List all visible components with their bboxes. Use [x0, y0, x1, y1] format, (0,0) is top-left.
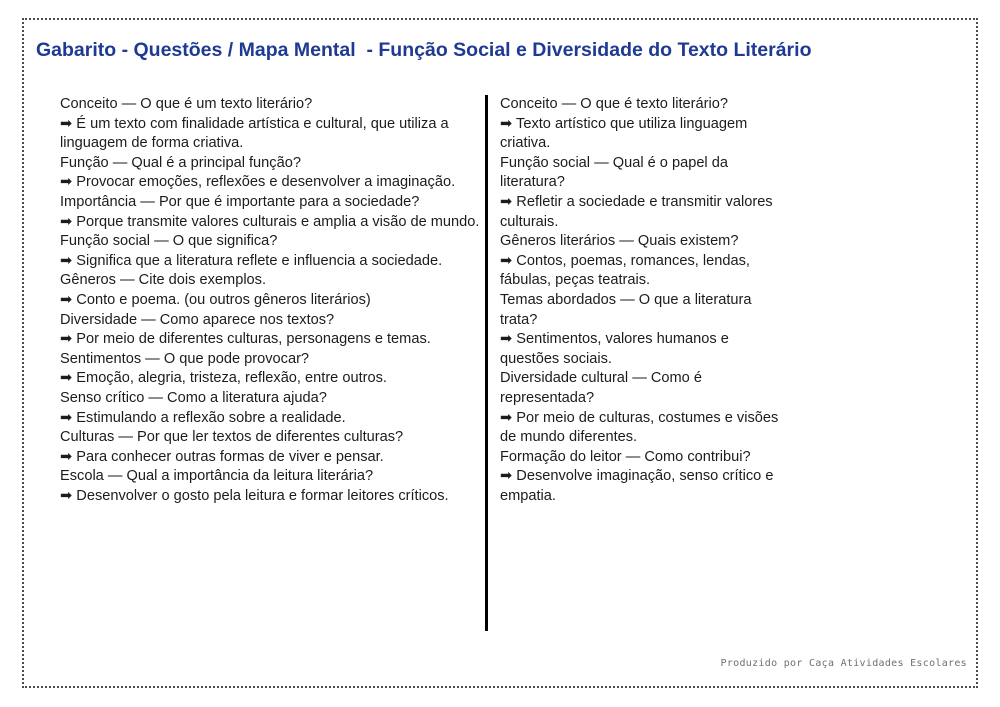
qa-item: Conceito — O que é um texto literário? ➡…	[60, 95, 496, 154]
qa-item: Função social — O que significa? ➡ Signi…	[60, 232, 496, 271]
qa-item: Gêneros — Cite dois exemplos. ➡ Conto e …	[60, 271, 496, 310]
answer-text: Por meio de culturas, costumes e visões …	[500, 409, 779, 446]
question-line: Temas abordados — O que a literatura tra…	[500, 291, 752, 328]
qa-item: Diversidade — Como aparece nos textos? ➡…	[60, 311, 496, 350]
qa-item: Formação do leitor — Como contribui? ➡ D…	[500, 448, 786, 507]
arrow-icon: ➡	[60, 487, 73, 504]
arrow-icon: ➡	[500, 468, 513, 485]
question-line: Importância — Por que é importante para …	[60, 193, 420, 210]
question-line: Culturas — Por que ler textos de diferen…	[60, 429, 404, 446]
answer-text: Contos, poemas, romances, lendas, fábula…	[500, 252, 750, 289]
question-line: Gêneros — Cite dois exemplos.	[60, 272, 267, 289]
arrow-icon: ➡	[60, 213, 73, 230]
answer-line: ➡ Texto artístico que utiliza linguagem …	[500, 115, 786, 154]
question-line: Conceito — O que é texto literário?	[500, 96, 728, 112]
answer-line: ➡ Desenvolve imaginação, senso crítico e…	[500, 467, 786, 506]
qa-item: Função social — Qual é o papel da litera…	[500, 154, 786, 232]
arrow-icon: ➡	[500, 331, 513, 348]
question-line: Sentimentos — O que pode provocar?	[60, 350, 310, 367]
arrow-icon: ➡	[500, 409, 513, 426]
arrow-icon: ➡	[60, 252, 73, 269]
answer-text: É um texto com finalidade artística e cu…	[60, 115, 449, 152]
qa-item: Temas abordados — O que a literatura tra…	[500, 291, 786, 369]
question-line: Conceito — O que é um texto literário?	[60, 96, 313, 112]
qa-item: Conceito — O que é texto literário? ➡ Te…	[500, 95, 786, 154]
answer-line: ➡ Refletir a sociedade e transmitir valo…	[500, 193, 786, 232]
answer-line: ➡ Estimulando a reflexão sobre a realida…	[60, 409, 496, 429]
answer-text: Para conhecer outras formas de viver e p…	[76, 448, 384, 465]
answer-line: ➡ Provocar emoções, reflexões e desenvol…	[60, 173, 496, 193]
question-line: Diversidade — Como aparece nos textos?	[60, 311, 335, 328]
question-line: Diversidade cultural — Como é representa…	[500, 370, 702, 406]
qa-item: Função — Qual é a principal função? ➡ Pr…	[60, 154, 496, 193]
answer-line: ➡ Emoção, alegria, tristeza, reflexão, e…	[60, 369, 496, 389]
arrow-icon: ➡	[500, 193, 513, 210]
answer-text: Por meio de diferentes culturas, persona…	[76, 331, 431, 348]
answer-line: ➡ Para conhecer outras formas de viver e…	[60, 448, 496, 468]
answer-text: Estimulando a reflexão sobre a realidade…	[76, 409, 346, 426]
answer-line: ➡ É um texto com finalidade artística e …	[60, 115, 496, 154]
footer-credit: Produzido por Caça Atividades Escolares	[720, 658, 967, 669]
answer-line: ➡ Por meio de diferentes culturas, perso…	[60, 330, 496, 350]
question-line: Função social — O que significa?	[60, 233, 278, 250]
arrow-icon: ➡	[500, 252, 513, 269]
column-divider	[485, 95, 488, 631]
question-line: Formação do leitor — Como contribui?	[500, 448, 751, 465]
answer-line: ➡ Significa que a literatura reflete e i…	[60, 252, 496, 272]
qa-item: Sentimentos — O que pode provocar? ➡ Emo…	[60, 350, 496, 389]
answer-text: Sentimentos, valores humanos e questões …	[500, 331, 729, 367]
page-title: Gabarito - Questões / Mapa Mental - Funç…	[36, 39, 812, 61]
answer-text: Desenvolve imaginação, senso crítico e e…	[500, 468, 774, 504]
answer-text: Desenvolver o gosto pela leitura e forma…	[76, 487, 449, 504]
answer-text: Provocar emoções, reflexões e desenvolve…	[76, 174, 456, 191]
qa-item: Escola — Qual a importância da leitura l…	[60, 467, 496, 506]
answer-line: ➡ Porque transmite valores culturais e a…	[60, 213, 496, 233]
answer-text: Refletir a sociedade e transmitir valore…	[500, 193, 773, 230]
answer-text: Porque transmite valores culturais e amp…	[76, 213, 480, 230]
qa-item: Culturas — Por que ler textos de diferen…	[60, 428, 496, 467]
arrow-icon: ➡	[60, 291, 73, 308]
dotted-border-frame	[22, 18, 978, 688]
qa-item: Gêneros literários — Quais existem? ➡ Co…	[500, 232, 786, 291]
question-line: Senso crítico — Como a literatura ajuda?	[60, 389, 327, 406]
qa-item: Senso crítico — Como a literatura ajuda?…	[60, 389, 496, 428]
answer-line: ➡ Contos, poemas, romances, lendas, fábu…	[500, 252, 786, 291]
arrow-icon: ➡	[60, 174, 73, 191]
arrow-icon: ➡	[60, 115, 73, 132]
arrow-icon: ➡	[60, 409, 73, 426]
arrow-icon: ➡	[500, 115, 513, 132]
answer-line: ➡ Sentimentos, valores humanos e questõe…	[500, 330, 786, 369]
answer-text: Emoção, alegria, tristeza, reflexão, ent…	[76, 370, 387, 387]
answer-text: Significa que a literatura reflete e inf…	[76, 252, 443, 269]
answer-key-right-column: Conceito — O que é texto literário? ➡ Te…	[500, 95, 786, 506]
answer-line: ➡ Por meio de culturas, costumes e visõe…	[500, 409, 786, 448]
answer-line: ➡ Conto e poema. (ou outros gêneros lite…	[60, 291, 496, 311]
question-line: Função — Qual é a principal função?	[60, 154, 301, 171]
answer-line: ➡ Desenvolver o gosto pela leitura e for…	[60, 487, 496, 507]
arrow-icon: ➡	[60, 448, 73, 465]
question-line: Escola — Qual a importância da leitura l…	[60, 468, 374, 485]
arrow-icon: ➡	[60, 370, 73, 387]
answer-text: Texto artístico que utiliza linguagem cr…	[500, 115, 748, 152]
question-line: Gêneros literários — Quais existem?	[500, 233, 739, 250]
arrow-icon: ➡	[60, 331, 73, 348]
question-line: Função social — Qual é o papel da litera…	[500, 154, 728, 191]
answer-text: Conto e poema. (ou outros gêneros literá…	[76, 291, 371, 308]
qa-item: Importância — Por que é importante para …	[60, 193, 496, 232]
qa-item: Diversidade cultural — Como é representa…	[500, 369, 786, 447]
answer-key-left-column: Conceito — O que é um texto literário? ➡…	[60, 95, 496, 506]
